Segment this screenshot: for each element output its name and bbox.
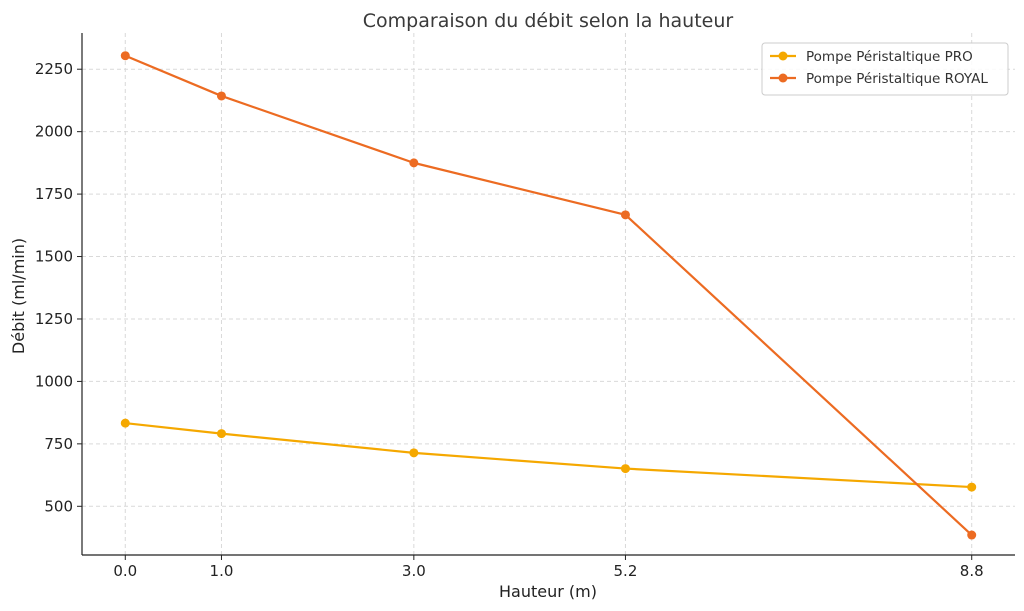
y-tick-label: 1250: [35, 310, 73, 328]
data-point: [620, 210, 630, 220]
y-tick-label: 1500: [35, 248, 73, 266]
y-tick-label: 1750: [35, 185, 73, 203]
grid: [82, 33, 1015, 555]
series-1: [120, 418, 977, 492]
legend-entry-label: Pompe Péristaltique PRO: [806, 49, 973, 65]
x-tick-label: 3.0: [402, 562, 426, 580]
x-tick-label: 1.0: [210, 562, 234, 580]
data-point: [620, 464, 630, 474]
x-tick-label: 8.8: [960, 562, 984, 580]
y-tick-label: 2000: [35, 123, 73, 141]
y-tick-label: 500: [44, 497, 73, 515]
data-point: [216, 429, 226, 439]
data-point: [967, 482, 977, 492]
data-point: [409, 448, 419, 458]
data-point: [120, 418, 130, 428]
series-2: [120, 51, 977, 540]
legend-entry-label: Pompe Péristaltique ROYAL: [806, 71, 988, 87]
data-point: [216, 91, 226, 101]
x-tick-label: 0.0: [113, 562, 137, 580]
legend-swatch-marker: [778, 73, 788, 83]
legend: Pompe Péristaltique PRO Pompe Péristaltiq…: [761, 42, 1009, 96]
data-point: [409, 158, 419, 168]
x-axis-label: Hauteur (m): [499, 582, 597, 601]
x-axis-ticks: 0.0 1.0 3.0 5.2 8.8: [113, 555, 984, 580]
series-layer: [120, 51, 977, 540]
data-point: [120, 51, 130, 61]
legend-box: [761, 42, 1009, 96]
y-tick-label: 2250: [35, 60, 73, 78]
x-tick-label: 5.2: [614, 562, 638, 580]
chart-title: Comparaison du débit selon la hauteur: [363, 10, 734, 32]
legend-swatch-marker: [778, 51, 788, 61]
axes: [81, 33, 1015, 556]
series-line: [125, 422, 972, 489]
y-tick-label: 1000: [35, 372, 73, 390]
y-tick-label: 750: [44, 435, 73, 453]
y-axis-label: Débit (ml/min): [9, 238, 28, 354]
data-point: [967, 530, 977, 540]
y-axis-ticks: 500 750 1000 1250 1500 1750 2000 2250: [35, 60, 82, 515]
